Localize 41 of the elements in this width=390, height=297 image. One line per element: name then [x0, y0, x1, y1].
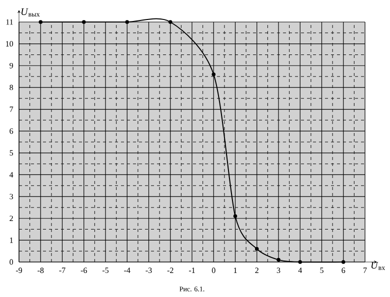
- point: [276, 258, 280, 262]
- point: [298, 260, 302, 264]
- point: [125, 20, 130, 24]
- x-tick-label: -9: [16, 268, 22, 274]
- x-tick-label: -3: [146, 268, 152, 274]
- x-tick-label: -4: [124, 268, 130, 273]
- y-tick-label: 9: [10, 62, 14, 68]
- point: [168, 20, 172, 24]
- x-tick-label: 6: [342, 268, 346, 274]
- x-tick-label: 1: [234, 268, 237, 273]
- y-tick-label: 10: [6, 41, 14, 47]
- y-tick-label: 8: [10, 84, 14, 90]
- point: [233, 214, 238, 218]
- x-tick-label: 0: [212, 268, 216, 274]
- x-tick-label: 7: [364, 268, 367, 273]
- y-tick-label: 1: [10, 238, 13, 243]
- y-tick-label: 6: [10, 128, 14, 134]
- point: [341, 260, 346, 264]
- y-tick-label: 4: [9, 172, 14, 178]
- x-axis-title: U$_{вх}$: [371, 262, 386, 270]
- x-tick-label: 2: [255, 268, 258, 273]
- y-axis-title: U$_{вых}$: [21, 8, 40, 16]
- x-tick-label: -8: [38, 268, 44, 274]
- point: [254, 247, 259, 251]
- y-tick-label: 7: [10, 106, 14, 112]
- x-tick-label: -2: [167, 268, 174, 273]
- point: [212, 72, 216, 76]
- y-tick-label: 2: [10, 216, 13, 222]
- point: [38, 20, 43, 24]
- y-tick-label: 0: [10, 259, 14, 265]
- x-tick-label: 3: [276, 268, 280, 274]
- x-tick-label: -1: [188, 268, 195, 273]
- y-tick-label: 11: [6, 19, 13, 25]
- x-tick-label: 5: [320, 268, 324, 273]
- point: [82, 20, 86, 24]
- x-tick-label: -6: [80, 268, 87, 274]
- x-tick-label: 4: [298, 268, 302, 273]
- y-tick-label: 5: [10, 150, 14, 156]
- x-tick-label: -5: [102, 268, 109, 273]
- x-tick-label: -7: [59, 268, 66, 273]
- y-tick-label: 3: [10, 194, 14, 200]
